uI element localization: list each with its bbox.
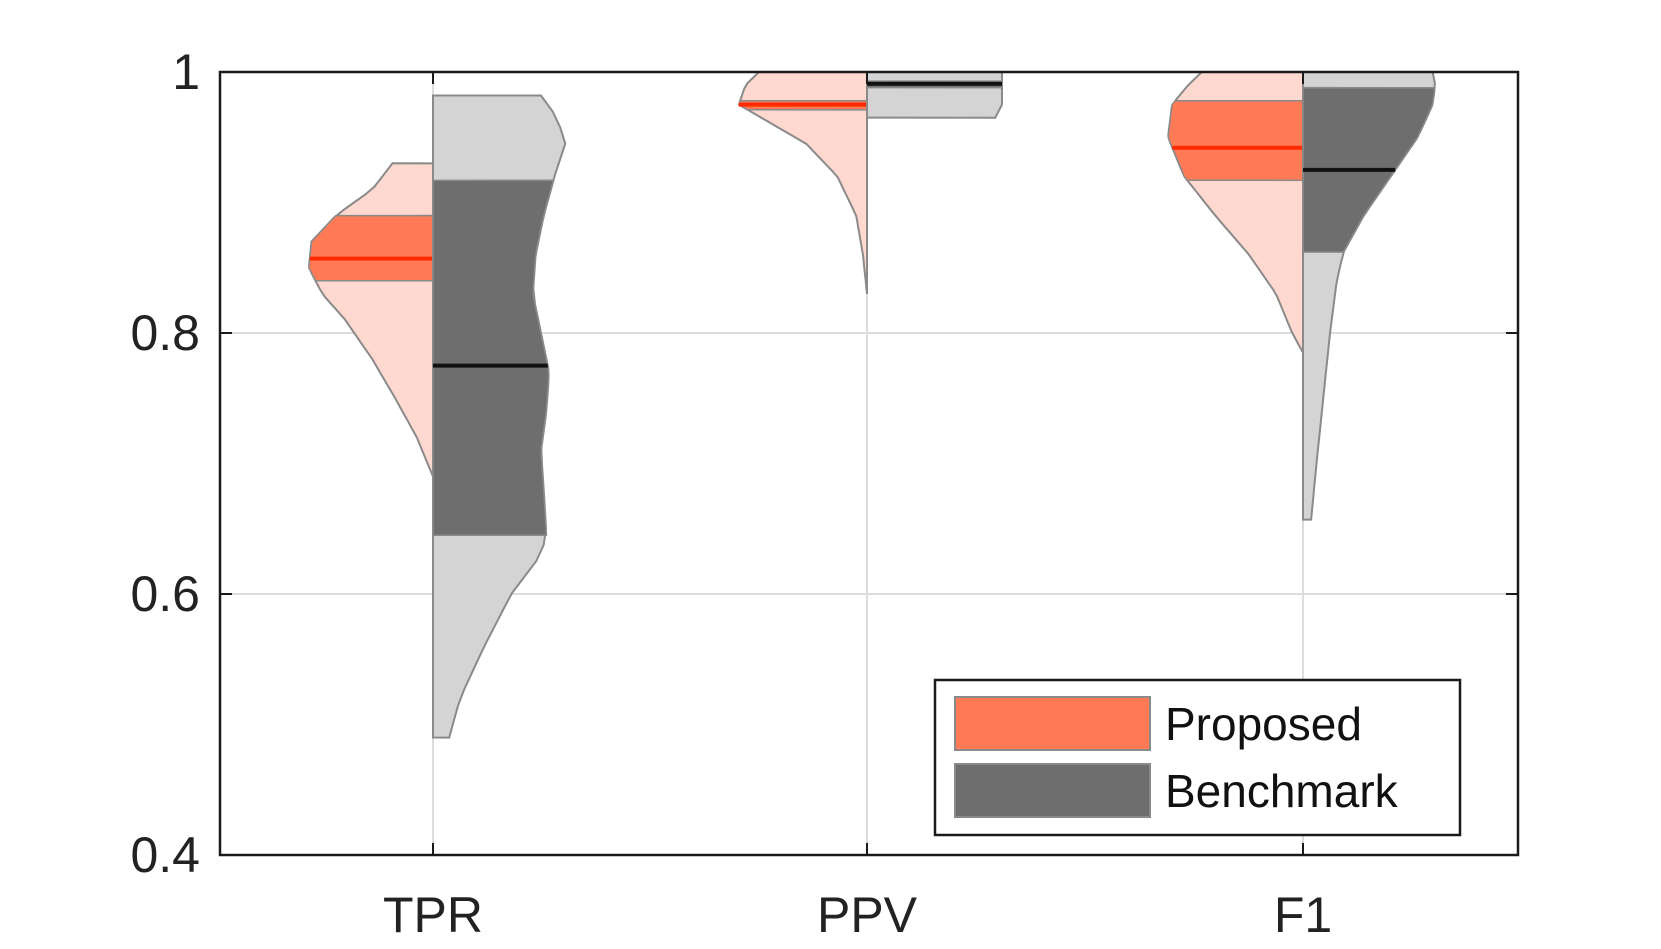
x-tick-label: PPV <box>817 887 918 943</box>
legend-swatch-proposed <box>954 696 1151 751</box>
axes: 0.4 0.6 0.8 1 TPR PPV F1 <box>130 44 1520 943</box>
y-tick-label: 0.6 <box>130 566 200 622</box>
legend: Proposed Benchmark <box>933 678 1462 837</box>
y-tick-label: 0.8 <box>130 305 200 361</box>
proposed-iqr-f1 <box>1167 99 1304 182</box>
y-tick-label: 1 <box>172 44 200 100</box>
y-tick-label: 0.4 <box>130 827 200 883</box>
legend-swatch-benchmark <box>954 763 1151 818</box>
benchmark-iqr-tpr <box>432 179 555 537</box>
legend-label-proposed: Proposed <box>1165 698 1362 750</box>
x-tick-label: TPR <box>383 887 483 943</box>
proposed-iqr-tpr <box>308 214 434 282</box>
x-tick-label: F1 <box>1274 887 1332 943</box>
legend-label-benchmark: Benchmark <box>1165 765 1399 817</box>
benchmark-violin-ppv <box>866 71 1003 119</box>
violins <box>308 71 1436 739</box>
plot-frame <box>218 70 1520 857</box>
